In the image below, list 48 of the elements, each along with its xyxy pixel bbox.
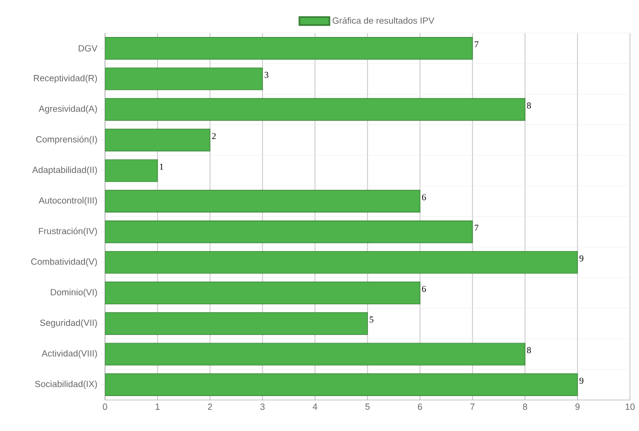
y-tick-label: Dominio(VI): [50, 288, 97, 298]
bar: [105, 36, 473, 60]
y-tick-label: Comprensión(I): [36, 136, 97, 144]
data-label: 9: [579, 378, 584, 384]
y-tick-label: DGV: [78, 45, 98, 52]
x-tick-label: 1: [156, 404, 160, 410]
data-label: 3: [264, 72, 268, 78]
legend-label: Gráfica de resultados IPV: [332, 17, 434, 24]
y-tick-label: Combatividad(V): [31, 258, 97, 267]
x-tick-label: 9: [575, 404, 580, 410]
bar: [105, 68, 263, 90]
data-label: 7: [474, 41, 478, 48]
bar: [105, 342, 526, 366]
x-tick-label: 10: [626, 404, 635, 410]
x-tick-label: 2: [208, 404, 212, 410]
x-tick-label: 4: [312, 404, 318, 410]
x-tick-label: 0: [102, 404, 108, 410]
y-tick-label: Receptividad(R): [34, 74, 97, 84]
data-label: 7: [474, 224, 478, 231]
data-label: 6: [422, 286, 426, 292]
bar: [105, 373, 578, 396]
bar: [105, 190, 420, 213]
y-tick-label: Seguridad(VII): [40, 319, 97, 328]
y-tick-label: Sociabilidad(IX): [35, 380, 97, 389]
x-tick-label: 5: [365, 404, 370, 410]
bar: [105, 159, 158, 182]
data-label: 8: [527, 102, 531, 108]
data-label: 2: [212, 133, 216, 140]
y-tick-label: Adaptabilidad(II): [32, 166, 97, 175]
data-label: 1: [160, 164, 164, 170]
data-label: 6: [422, 194, 426, 200]
y-tick-label: Actividad(VIII): [42, 350, 97, 358]
bar: [105, 98, 526, 121]
bar: [105, 220, 473, 244]
bar: [105, 282, 420, 304]
data-label: 5: [370, 316, 374, 323]
bar: [105, 312, 368, 335]
data-label: 8: [527, 347, 531, 354]
x-tick-label: 7: [470, 404, 475, 410]
bar: [105, 128, 210, 152]
y-tick-label: Autocontrol(III): [38, 197, 97, 206]
data-label: 9: [579, 255, 584, 262]
x-tick-label: 6: [418, 404, 422, 410]
x-tick-label: 8: [522, 404, 528, 410]
y-tick-label: Frustración(IV): [38, 228, 97, 236]
y-tick-label: Agresividad(A): [38, 105, 97, 114]
bar: [105, 251, 578, 274]
x-tick-label: 3: [260, 404, 265, 410]
